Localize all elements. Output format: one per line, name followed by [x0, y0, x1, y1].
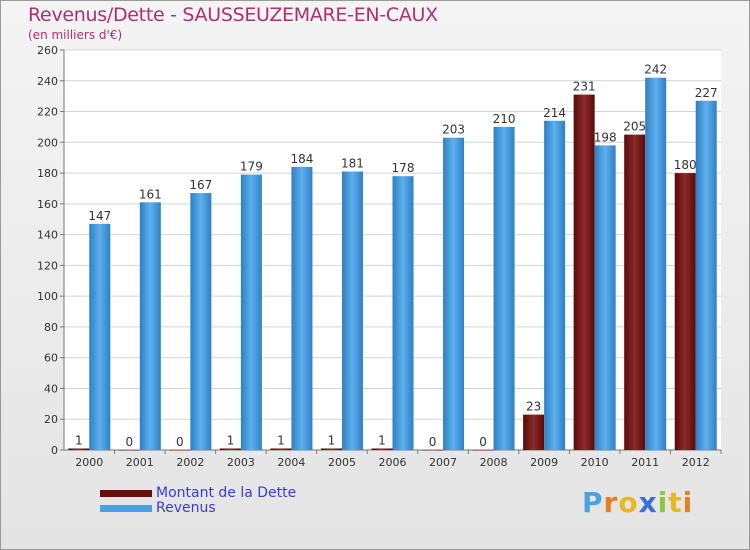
y-tick-label: 240: [37, 75, 58, 88]
bar-dette: [523, 414, 545, 450]
bar-dette: [674, 173, 696, 451]
bar-dette: [624, 134, 646, 450]
data-label-dette: 0: [176, 435, 184, 449]
x-tick-label: 2008: [480, 456, 508, 469]
x-tick-label: 2001: [126, 456, 154, 469]
logo-letter: i: [657, 486, 669, 519]
bar-dette: [219, 448, 241, 450]
x-tick-label: 2004: [277, 456, 305, 469]
data-label-revenus: 227: [695, 86, 718, 100]
bar-revenus: [240, 174, 262, 450]
bar-revenus: [89, 223, 111, 450]
y-tick-label: 220: [37, 106, 58, 119]
bar-dette: [422, 450, 444, 451]
bar-revenus: [139, 202, 161, 450]
data-label-dette: 205: [623, 120, 646, 134]
legend-swatch-dette: [100, 490, 152, 497]
bar-dette: [371, 448, 393, 450]
x-tick-label: 2010: [581, 456, 609, 469]
logo-letter: r: [603, 486, 619, 519]
y-tick-label: 80: [44, 321, 58, 334]
bar-revenus: [443, 137, 465, 450]
data-label-dette: 1: [75, 433, 83, 447]
data-label-dette: 0: [479, 435, 487, 449]
chart-title: Revenus/Dette - SAUSSEUZEMARE-EN-CAUX: [28, 4, 438, 26]
bar-revenus: [544, 120, 566, 451]
legend-label-dette: Montant de la Dette: [156, 485, 297, 501]
bar-dette: [573, 94, 595, 450]
x-tick-label: 2003: [227, 456, 255, 469]
bar-revenus: [190, 193, 212, 451]
data-label-revenus: 210: [493, 112, 516, 126]
bar-revenus: [341, 171, 363, 451]
bar-dette: [320, 448, 342, 450]
data-label-revenus: 167: [189, 178, 212, 192]
chart-subtitle: (en milliers d'€): [28, 28, 123, 42]
x-tick-label: 2012: [682, 456, 710, 469]
y-tick-label: 60: [44, 352, 58, 365]
data-label-revenus: 198: [594, 130, 617, 144]
data-label-revenus: 178: [392, 161, 415, 175]
data-label-revenus: 161: [139, 187, 162, 201]
y-tick-label: 180: [37, 167, 58, 180]
data-label-dette: 1: [277, 433, 285, 447]
y-tick-label: 120: [37, 259, 58, 272]
data-label-revenus: 214: [543, 106, 566, 120]
x-tick-label: 2005: [328, 456, 356, 469]
logo-letter: P: [582, 486, 604, 519]
data-label-dette: 1: [227, 433, 235, 447]
y-tick-label: 160: [37, 198, 58, 211]
y-tick-label: 200: [37, 136, 58, 149]
data-label-dette: 23: [526, 400, 541, 414]
bar-revenus: [493, 126, 515, 450]
data-label-dette: 0: [429, 435, 437, 449]
y-tick-label: 140: [37, 229, 58, 242]
bar-revenus: [695, 100, 717, 451]
y-tick-label: 100: [37, 290, 58, 303]
logo-letter: o: [618, 486, 639, 519]
x-tick-label: 2000: [75, 456, 103, 469]
x-tick-label: 2002: [176, 456, 204, 469]
data-label-revenus: 242: [644, 63, 667, 77]
logo-letter: t: [668, 486, 683, 519]
data-label-revenus: 147: [88, 209, 111, 223]
x-tick-label: 2006: [379, 456, 407, 469]
x-tick-label: 2009: [530, 456, 558, 469]
y-tick-label: 20: [44, 413, 58, 426]
bar-revenus: [291, 166, 313, 450]
legend-label-revenus: Revenus: [156, 500, 216, 516]
data-label-dette: 231: [573, 80, 596, 94]
y-tick-label: 260: [37, 44, 58, 57]
bar-revenus: [392, 176, 414, 450]
x-tick-label: 2011: [631, 456, 659, 469]
data-label-dette: 180: [674, 158, 697, 172]
proxiti-logo: Proxiti: [582, 486, 693, 519]
bar-revenus: [594, 145, 616, 450]
data-label-revenus: 179: [240, 160, 263, 174]
y-tick-label: 0: [51, 444, 58, 457]
data-label-dette: 1: [328, 433, 336, 447]
y-tick-label: 40: [44, 382, 58, 395]
x-tick-label: 2007: [429, 456, 457, 469]
logo-letter: i: [682, 486, 694, 519]
data-label-revenus: 181: [341, 157, 364, 171]
bar-dette: [270, 448, 292, 450]
bar-dette: [472, 450, 494, 451]
bar-dette: [68, 448, 90, 450]
data-label-dette: 1: [378, 433, 386, 447]
data-label-revenus: 203: [442, 123, 465, 137]
bar-revenus: [645, 77, 667, 450]
bar-dette: [118, 450, 140, 451]
data-label-dette: 0: [125, 435, 133, 449]
data-label-revenus: 184: [290, 152, 313, 166]
logo-letter: x: [638, 486, 658, 519]
legend-swatch-revenus: [100, 505, 152, 512]
bar-dette: [169, 450, 191, 451]
